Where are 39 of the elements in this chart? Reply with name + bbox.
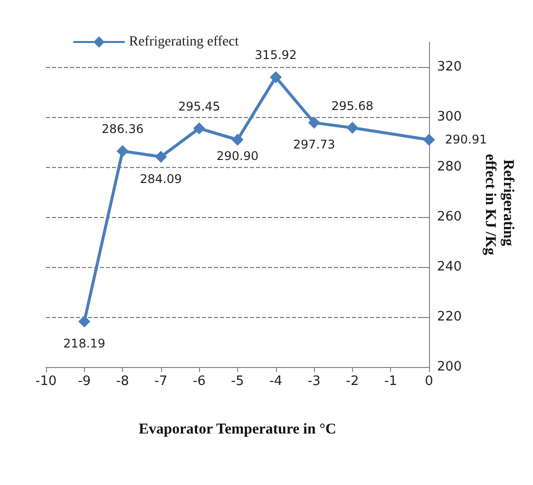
x-tick-label: -10 xyxy=(35,374,57,389)
data-label: 315.92 xyxy=(254,48,297,62)
y-tick-label: 280 xyxy=(437,160,462,174)
point xyxy=(193,122,206,134)
y-tick-label: 320 xyxy=(437,60,462,74)
x-tick-label: -4 xyxy=(269,374,282,389)
point xyxy=(423,134,435,146)
y-tick-label: 200 xyxy=(437,360,462,374)
data-label: 295.68 xyxy=(331,98,374,113)
x-tick-label: -2 xyxy=(346,374,359,389)
x-tick-label: -5 xyxy=(231,374,244,389)
x-tick-label: -9 xyxy=(78,374,91,389)
point xyxy=(270,71,282,84)
point xyxy=(116,145,129,158)
y-tick-label: 260 xyxy=(437,210,462,224)
x-tick-label: -7 xyxy=(154,374,168,389)
x-tick-label: -3 xyxy=(308,374,321,389)
data-label: 295.45 xyxy=(178,99,220,114)
point xyxy=(346,122,358,134)
point xyxy=(78,316,90,328)
data-label: 290.90 xyxy=(216,148,258,163)
y-axis-title: Refrigerating effect in KJ /Kg xyxy=(482,154,516,256)
x-tick-label: 0 xyxy=(424,374,434,389)
y-tick-label: 220 xyxy=(437,310,462,324)
data-label: 286.36 xyxy=(102,122,144,136)
data-label: 284.09 xyxy=(140,172,182,186)
legend-label: Refrigerating effect xyxy=(129,34,239,50)
point xyxy=(232,134,244,146)
point xyxy=(154,150,167,163)
y-tick-label: 300 xyxy=(437,110,462,124)
data-label: 218.19 xyxy=(63,336,106,351)
x-tick-label: -1 xyxy=(384,374,398,389)
data-label: 290.91 xyxy=(445,132,487,147)
data-label: 297.73 xyxy=(293,138,336,152)
y-tick-label: 240 xyxy=(437,260,462,274)
x-axis-title: Evaporator Temperature in °C xyxy=(138,422,336,438)
x-tick-label: -8 xyxy=(116,374,130,389)
x-tick-label: -6 xyxy=(192,374,206,389)
point xyxy=(308,116,320,129)
